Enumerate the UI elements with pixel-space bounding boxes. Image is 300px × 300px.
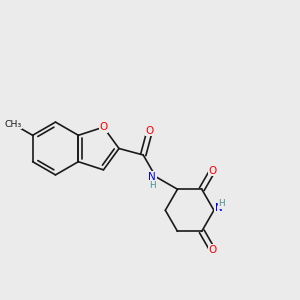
- Text: O: O: [146, 126, 154, 136]
- Text: O: O: [99, 122, 108, 132]
- Text: CH₃: CH₃: [4, 119, 22, 128]
- Text: N: N: [214, 203, 222, 213]
- Text: O: O: [208, 245, 217, 255]
- Text: H: H: [218, 199, 225, 208]
- Text: N: N: [148, 172, 156, 182]
- Text: O: O: [208, 166, 217, 176]
- Text: H: H: [149, 181, 155, 190]
